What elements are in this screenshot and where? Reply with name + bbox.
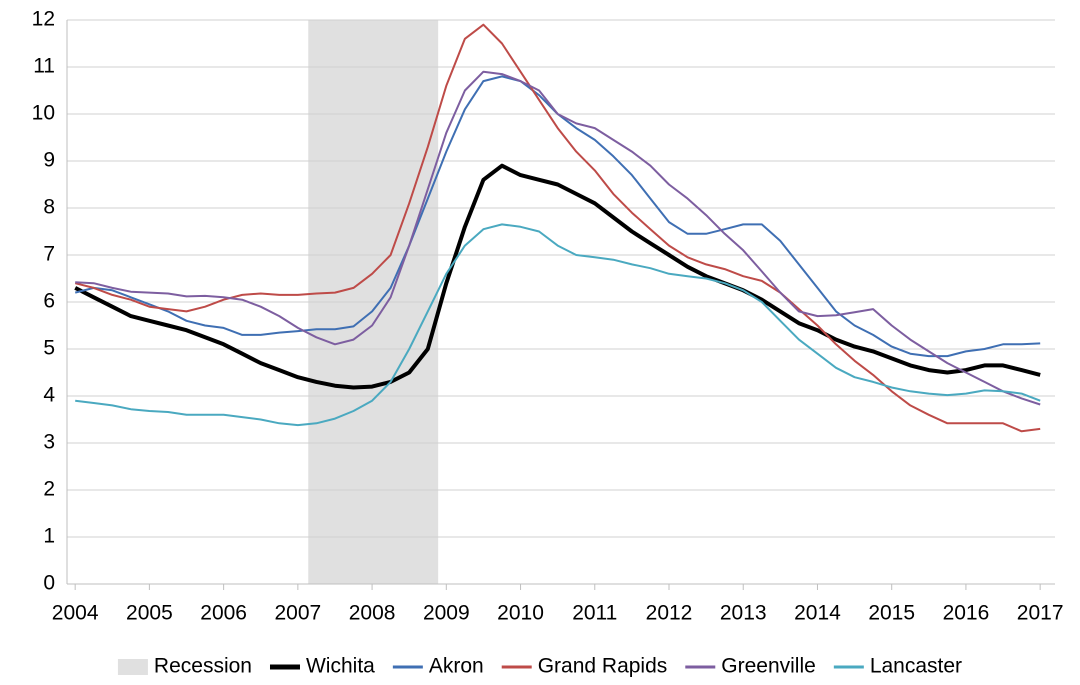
- legend-label: Wichita: [306, 655, 375, 678]
- x-tick-label: 2007: [274, 602, 321, 625]
- x-tick-label: 2005: [126, 602, 173, 625]
- x-tick-label: 2004: [52, 602, 99, 625]
- x-tick-label: 2014: [794, 602, 841, 625]
- line-series: [74, 163, 1041, 390]
- y-tick-label: 4: [43, 384, 55, 407]
- y-tick-label: 6: [43, 290, 55, 313]
- x-tick-label: 2008: [349, 602, 396, 625]
- y-tick-label: 9: [43, 149, 55, 172]
- x-tick-label: 2011: [572, 602, 617, 625]
- line-series: [74, 23, 1041, 433]
- x-tick-label: 2016: [943, 602, 990, 625]
- legend-label: Recession: [154, 655, 252, 678]
- x-tick-label: 2009: [423, 602, 470, 625]
- y-tick-label: 1: [43, 525, 55, 548]
- y-tick-label: 3: [43, 431, 55, 454]
- x-tick-label: 2006: [200, 602, 247, 625]
- legend-label: Akron: [429, 655, 484, 678]
- y-tick-label: 12: [32, 8, 55, 31]
- legend-label: Grand Rapids: [538, 655, 668, 678]
- line-series: [74, 75, 1041, 358]
- y-tick-label: 8: [43, 196, 55, 219]
- line-series: [75, 70, 1041, 406]
- x-tick-label: 2010: [497, 602, 544, 625]
- y-tick-label: 7: [43, 243, 55, 266]
- x-tick-label: 2012: [646, 602, 693, 625]
- legend-label: Greenville: [721, 655, 816, 678]
- legend-swatch: [117, 659, 148, 675]
- y-tick-label: 10: [32, 102, 55, 125]
- x-tick-label: 2015: [868, 602, 915, 625]
- x-tick-label: 2013: [720, 602, 767, 625]
- y-tick-label: 0: [43, 572, 55, 595]
- y-tick-label: 2: [43, 478, 55, 501]
- y-tick-label: 5: [43, 337, 55, 360]
- line-series: [75, 223, 1041, 427]
- x-tick-label: 2017: [1017, 602, 1064, 625]
- y-tick-label: 11: [33, 55, 55, 78]
- legend-label: Lancaster: [870, 655, 962, 678]
